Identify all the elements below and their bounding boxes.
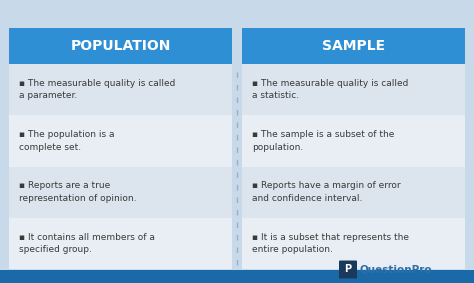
Text: QuestionPro: QuestionPro (360, 265, 433, 275)
Text: ▪ It is a subset that represents the
entire population.: ▪ It is a subset that represents the ent… (252, 233, 409, 254)
Text: SAMPLE: SAMPLE (322, 39, 385, 53)
Bar (9, 64, 232, 115)
Text: POPULATION: POPULATION (70, 39, 171, 53)
Text: ▪ The measurable quality is called
a parameter.: ▪ The measurable quality is called a par… (19, 79, 175, 100)
Bar (0, 270, 474, 283)
Bar (9, 166, 232, 218)
Bar (242, 166, 465, 218)
Text: ▪ The measurable quality is called
a statistic.: ▪ The measurable quality is called a sta… (252, 79, 409, 100)
Text: ▪ Reports have a margin of error
and confidence interval.: ▪ Reports have a margin of error and con… (252, 181, 401, 203)
Text: ▪ Reports are a true
representation of opinion.: ▪ Reports are a true representation of o… (19, 181, 137, 203)
Text: ▪ The sample is a subset of the
population.: ▪ The sample is a subset of the populati… (252, 130, 394, 152)
Bar (242, 28, 465, 269)
Bar (242, 28, 465, 64)
Text: ▪ It contains all members of a
specified group.: ▪ It contains all members of a specified… (19, 233, 155, 254)
Bar (9, 28, 232, 64)
Bar (242, 64, 465, 115)
Text: ▪ The population is a
complete set.: ▪ The population is a complete set. (19, 130, 115, 152)
Bar (9, 28, 232, 269)
Text: P: P (345, 265, 352, 275)
FancyBboxPatch shape (339, 260, 357, 278)
